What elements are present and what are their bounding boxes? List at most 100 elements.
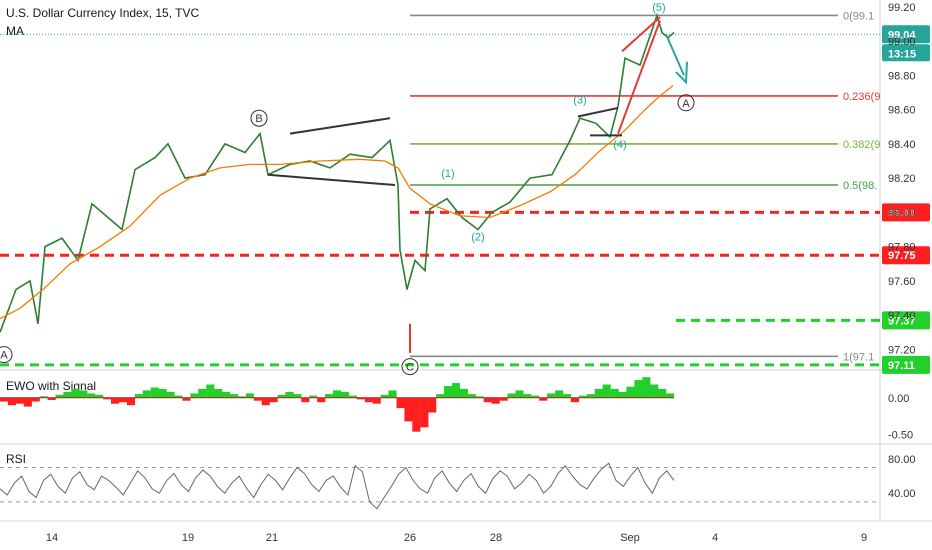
ewo-bar: [602, 384, 611, 398]
ewo-bar: [396, 397, 405, 409]
sr-level-tag: [882, 246, 930, 265]
ewo-bar: [356, 397, 365, 400]
ewo-bar: [428, 397, 437, 413]
ewo-bar: [134, 394, 143, 398]
ewo-bar: [0, 397, 9, 402]
pattern-line: [617, 20, 661, 134]
ewo-bar: [182, 397, 191, 401]
ewo-bar: [269, 397, 278, 403]
ewo-bar: [142, 390, 151, 398]
ewo-bar: [531, 395, 540, 398]
y-tick-label: 97.80: [888, 242, 916, 254]
fib-level-label: 1(97.1: [843, 351, 874, 363]
wave-label: A: [0, 350, 8, 362]
price-series: [0, 12, 675, 333]
ewo-bar: [483, 397, 492, 403]
ewo-bar: [214, 388, 223, 398]
ewo-bar: [626, 386, 635, 398]
ewo-bar: [547, 393, 556, 398]
y-tick-label: 97.20: [888, 344, 916, 356]
countdown-tag-text: 13:15: [888, 48, 916, 60]
price-line: [0, 12, 675, 333]
ewo-y-tick-label: 0.00: [888, 393, 909, 405]
x-tick-label: 4: [712, 532, 718, 544]
wave-label-circle: [677, 94, 695, 112]
x-tick-label: Sep: [620, 532, 640, 544]
y-tick-label: 98.00: [888, 207, 916, 219]
wave-label: B: [255, 113, 262, 125]
pattern-line: [621, 16, 661, 53]
ewo-bar: [39, 396, 48, 398]
ewo-bar: [467, 394, 476, 398]
x-tick-label: 9: [861, 532, 867, 544]
ewo-bar: [277, 394, 286, 398]
ewo-bar: [586, 394, 595, 398]
rsi-panel-title: RSI: [6, 452, 26, 466]
ewo-bar: [285, 391, 294, 398]
ewo-bar: [87, 393, 96, 398]
rsi-y-tick-label: 80.00: [888, 454, 916, 466]
ewo-bar: [111, 397, 120, 404]
ewo-bar: [79, 390, 88, 398]
wave-label-circle: [401, 358, 419, 376]
pattern-line: [577, 106, 619, 118]
ewo-bar: [348, 395, 357, 398]
ewo-bar: [452, 383, 461, 398]
ewo-bar: [206, 384, 215, 398]
wave-label: (2): [471, 231, 484, 243]
sr-level-tag-text: 97.11: [888, 360, 915, 372]
ewo-bar: [126, 397, 135, 406]
ewo-bar: [499, 397, 508, 401]
ewo-bar: [610, 388, 619, 398]
pattern-line: [289, 117, 391, 135]
ewo-bar: [15, 397, 24, 404]
ewo-bar: [563, 394, 572, 398]
ewo-bar: [7, 397, 17, 406]
ewo-bar: [166, 391, 175, 398]
y-tick-label: 97.60: [888, 276, 916, 288]
ewo-bar: [293, 394, 302, 398]
y-tick-label: 98.40: [888, 139, 916, 151]
ewo-bar: [658, 388, 667, 398]
projection-arrow: [665, 33, 685, 76]
ewo-bar: [222, 391, 231, 398]
ewo-bar: [372, 397, 381, 404]
ewo-bar: [555, 390, 564, 398]
wave-label: (1): [441, 168, 454, 180]
ewo-bar: [459, 388, 468, 398]
ewo-bar: [150, 387, 159, 398]
fib-level-label: 0.382(9: [843, 139, 880, 151]
grid-lines: [0, 0, 932, 522]
wave-label: C: [406, 362, 414, 374]
ewo-bar: [190, 393, 199, 398]
ewo-bar: [364, 397, 373, 403]
y-tick-label: 99.20: [888, 2, 916, 14]
ewo-bar: [301, 397, 310, 403]
ewo-bar: [261, 397, 270, 406]
ewo-bar: [594, 388, 603, 398]
ewo-bar: [507, 393, 516, 398]
axes: 99.20 99.00 98.80 98.60 98.40 98.20 98.00 97.80…: [46, 2, 916, 544]
ewo-bar: [570, 397, 579, 403]
sr-level-tag: [882, 203, 930, 222]
ewo-bar: [412, 397, 421, 432]
ewo-bar: [158, 388, 167, 398]
ewo-bar: [618, 391, 627, 398]
ewo-bar: [118, 397, 127, 403]
ewo-bar: [666, 393, 675, 398]
ewo-bar: [341, 391, 350, 398]
ewo-bar: [325, 394, 334, 398]
countdown-tag: [882, 44, 930, 62]
wave-label: (5): [652, 2, 665, 14]
wave-label-circle: [250, 109, 268, 127]
ewo-bar: [253, 397, 262, 401]
ewo-bar: [198, 388, 207, 398]
ewo-bar: [515, 390, 524, 398]
sr-level-tag-text: 97.75: [888, 250, 916, 262]
ewo-bar: [71, 388, 80, 398]
ewo-bar: [95, 394, 104, 398]
ewo-bar: [63, 391, 72, 398]
y-tick-label: 98.60: [888, 105, 916, 117]
ewo-bar: [55, 394, 64, 398]
